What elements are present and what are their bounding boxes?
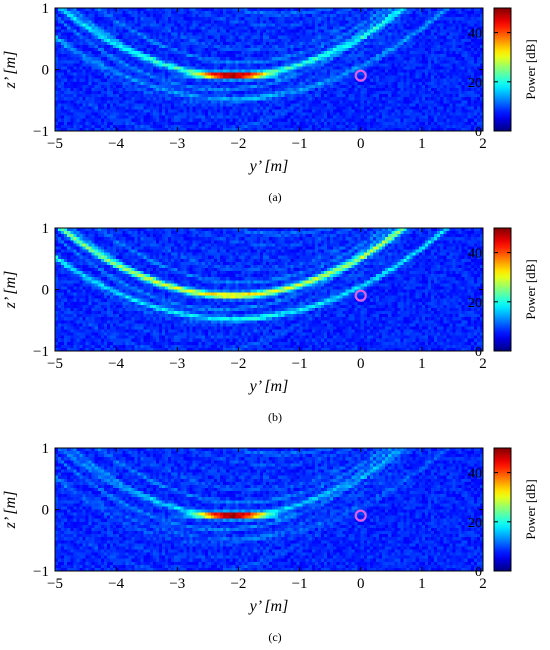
y-tick-label: 1 bbox=[42, 1, 50, 17]
y-axis-label: z’ [m] bbox=[2, 491, 19, 530]
colorbar-tick-label: 40 bbox=[468, 247, 482, 262]
colorbar-tick-label: 20 bbox=[468, 76, 482, 91]
colorbar-tick-label: 20 bbox=[468, 516, 482, 531]
x-tick-label: −1 bbox=[292, 136, 308, 152]
target-marker bbox=[354, 69, 367, 82]
y-tick-label: −1 bbox=[33, 344, 49, 360]
y-tick-label: 0 bbox=[42, 503, 50, 519]
x-tick-label: 1 bbox=[418, 136, 426, 152]
heatmap-image bbox=[55, 228, 483, 351]
figure-panel-c: −5 −4 −3 −2 −1 0 1 2 −1 0 1 y’ [m] z’ [m] 0 20 40 Power … bbox=[0, 440, 550, 650]
x-tick-label: −5 bbox=[47, 576, 63, 592]
heatmap-image bbox=[55, 448, 483, 571]
heatmap-image bbox=[55, 8, 483, 131]
y-tick-label: 1 bbox=[42, 221, 50, 237]
colorbar-tick-label: 40 bbox=[468, 27, 482, 42]
colorbar bbox=[493, 447, 512, 572]
y-tick-label: 0 bbox=[42, 63, 50, 79]
colorbar-tick-label: 40 bbox=[468, 467, 482, 482]
x-tick-label: 2 bbox=[479, 356, 487, 372]
figure-panel-a: −5 −4 −3 −2 −1 0 1 2 −1 0 1 y’ [m] z’ [m] 0 20 40 Power … bbox=[0, 0, 550, 210]
x-tick-label: −3 bbox=[169, 136, 185, 152]
x-tick-label: −5 bbox=[47, 356, 63, 372]
y-tick-label: 0 bbox=[42, 283, 50, 299]
x-tick-label: 1 bbox=[418, 356, 426, 372]
heatmap-chart-a: −5 −4 −3 −2 −1 0 1 2 −1 0 1 y’ [m] z’ [m] 0 20 40 Power … bbox=[2, 1, 538, 175]
x-tick-label: −1 bbox=[292, 356, 308, 372]
caption-b: (b) bbox=[268, 410, 282, 424]
x-tick-label: −4 bbox=[108, 576, 124, 592]
colorbar-label: Power [dB] bbox=[523, 479, 538, 539]
colorbar-label: Power [dB] bbox=[523, 39, 538, 99]
x-tick-label: 0 bbox=[357, 136, 365, 152]
x-tick-label: −2 bbox=[230, 576, 246, 592]
colorbar-tick-label: 20 bbox=[468, 296, 482, 311]
y-tick-label: −1 bbox=[33, 124, 49, 140]
x-tick-label: −5 bbox=[47, 136, 63, 152]
y-axis-label: z’ [m] bbox=[2, 51, 19, 90]
x-tick-label: −3 bbox=[169, 356, 185, 372]
colorbar bbox=[493, 7, 512, 132]
figure-panel-b: −5 −4 −3 −2 −1 0 1 2 −1 0 1 y’ [m] z’ [m] 0 20 40 Power … bbox=[0, 220, 550, 430]
heatmap-chart-c: −5 −4 −3 −2 −1 0 1 2 −1 0 1 y’ [m] z’ [m] 0 20 40 Power … bbox=[2, 441, 538, 615]
caption-a: (a) bbox=[268, 190, 282, 204]
x-tick-label: −4 bbox=[108, 356, 124, 372]
target-marker bbox=[354, 509, 367, 522]
x-tick-label: −4 bbox=[108, 136, 124, 152]
colorbar-tick-label: 0 bbox=[475, 125, 482, 140]
x-tick-label: 0 bbox=[357, 576, 365, 592]
colorbar-tick-label: 0 bbox=[475, 565, 482, 580]
x-axis-label: y’ [m] bbox=[248, 598, 289, 615]
x-tick-label: −2 bbox=[230, 136, 246, 152]
colorbar-tick-label: 0 bbox=[475, 345, 482, 360]
caption-c: (c) bbox=[268, 630, 282, 644]
x-tick-label: 2 bbox=[479, 576, 487, 592]
x-tick-label: 1 bbox=[418, 576, 426, 592]
x-axis-label: y’ [m] bbox=[248, 378, 289, 395]
x-tick-label: −2 bbox=[230, 356, 246, 372]
x-axis-label: y’ [m] bbox=[248, 158, 289, 175]
heatmap-chart-b: −5 −4 −3 −2 −1 0 1 2 −1 0 1 y’ [m] z’ [m] 0 20 40 Power … bbox=[2, 221, 538, 395]
x-tick-label: −1 bbox=[292, 576, 308, 592]
y-tick-label: −1 bbox=[33, 564, 49, 580]
x-tick-label: −3 bbox=[169, 576, 185, 592]
y-tick-label: 1 bbox=[42, 441, 50, 457]
target-marker bbox=[354, 289, 367, 302]
y-axis-label: z’ [m] bbox=[2, 271, 19, 310]
colorbar-label: Power [dB] bbox=[523, 259, 538, 319]
colorbar bbox=[493, 227, 512, 352]
x-tick-label: 0 bbox=[357, 356, 365, 372]
x-tick-label: 2 bbox=[479, 136, 487, 152]
